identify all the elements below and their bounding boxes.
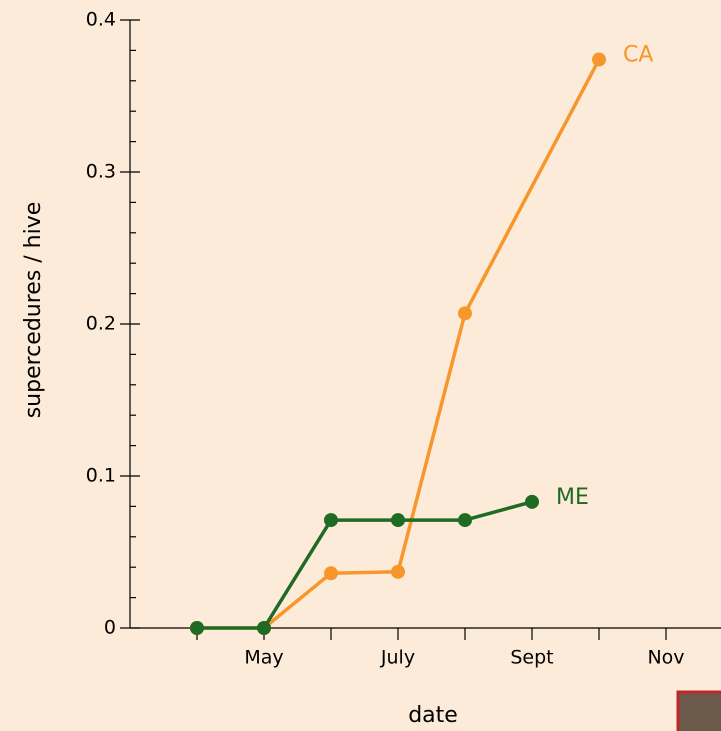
- x-tick-label: July: [380, 647, 415, 669]
- y-axis-label: supercedures / hive: [21, 202, 46, 419]
- series-label: ME: [556, 485, 589, 510]
- x-tick-label: May: [244, 647, 283, 669]
- data-point: [458, 513, 472, 527]
- x-tick-label: Nov: [647, 647, 684, 669]
- y-tick-label: 0.1: [86, 465, 116, 487]
- data-point: [391, 565, 405, 579]
- data-point: [324, 566, 338, 580]
- y-tick-label: 0.3: [86, 161, 116, 183]
- data-point: [458, 306, 472, 320]
- y-tick-label: 0: [104, 617, 116, 639]
- data-point: [391, 513, 405, 527]
- x-axis-label: date: [408, 703, 458, 728]
- data-point: [257, 621, 271, 635]
- y-tick-label: 0.4: [86, 9, 116, 31]
- chart: supercedures / hive date 0 0.1 0.2 0.3 0.4 Ma…: [0, 0, 721, 731]
- series-label: CA: [623, 43, 653, 68]
- data-point: [592, 53, 606, 67]
- y-tick-label: 0.2: [86, 313, 116, 335]
- data-point: [525, 495, 539, 509]
- x-tick-label: Sept: [510, 647, 553, 669]
- series-line: [331, 572, 398, 574]
- data-point: [190, 621, 204, 635]
- data-point: [324, 513, 338, 527]
- thumbnail: [678, 692, 721, 731]
